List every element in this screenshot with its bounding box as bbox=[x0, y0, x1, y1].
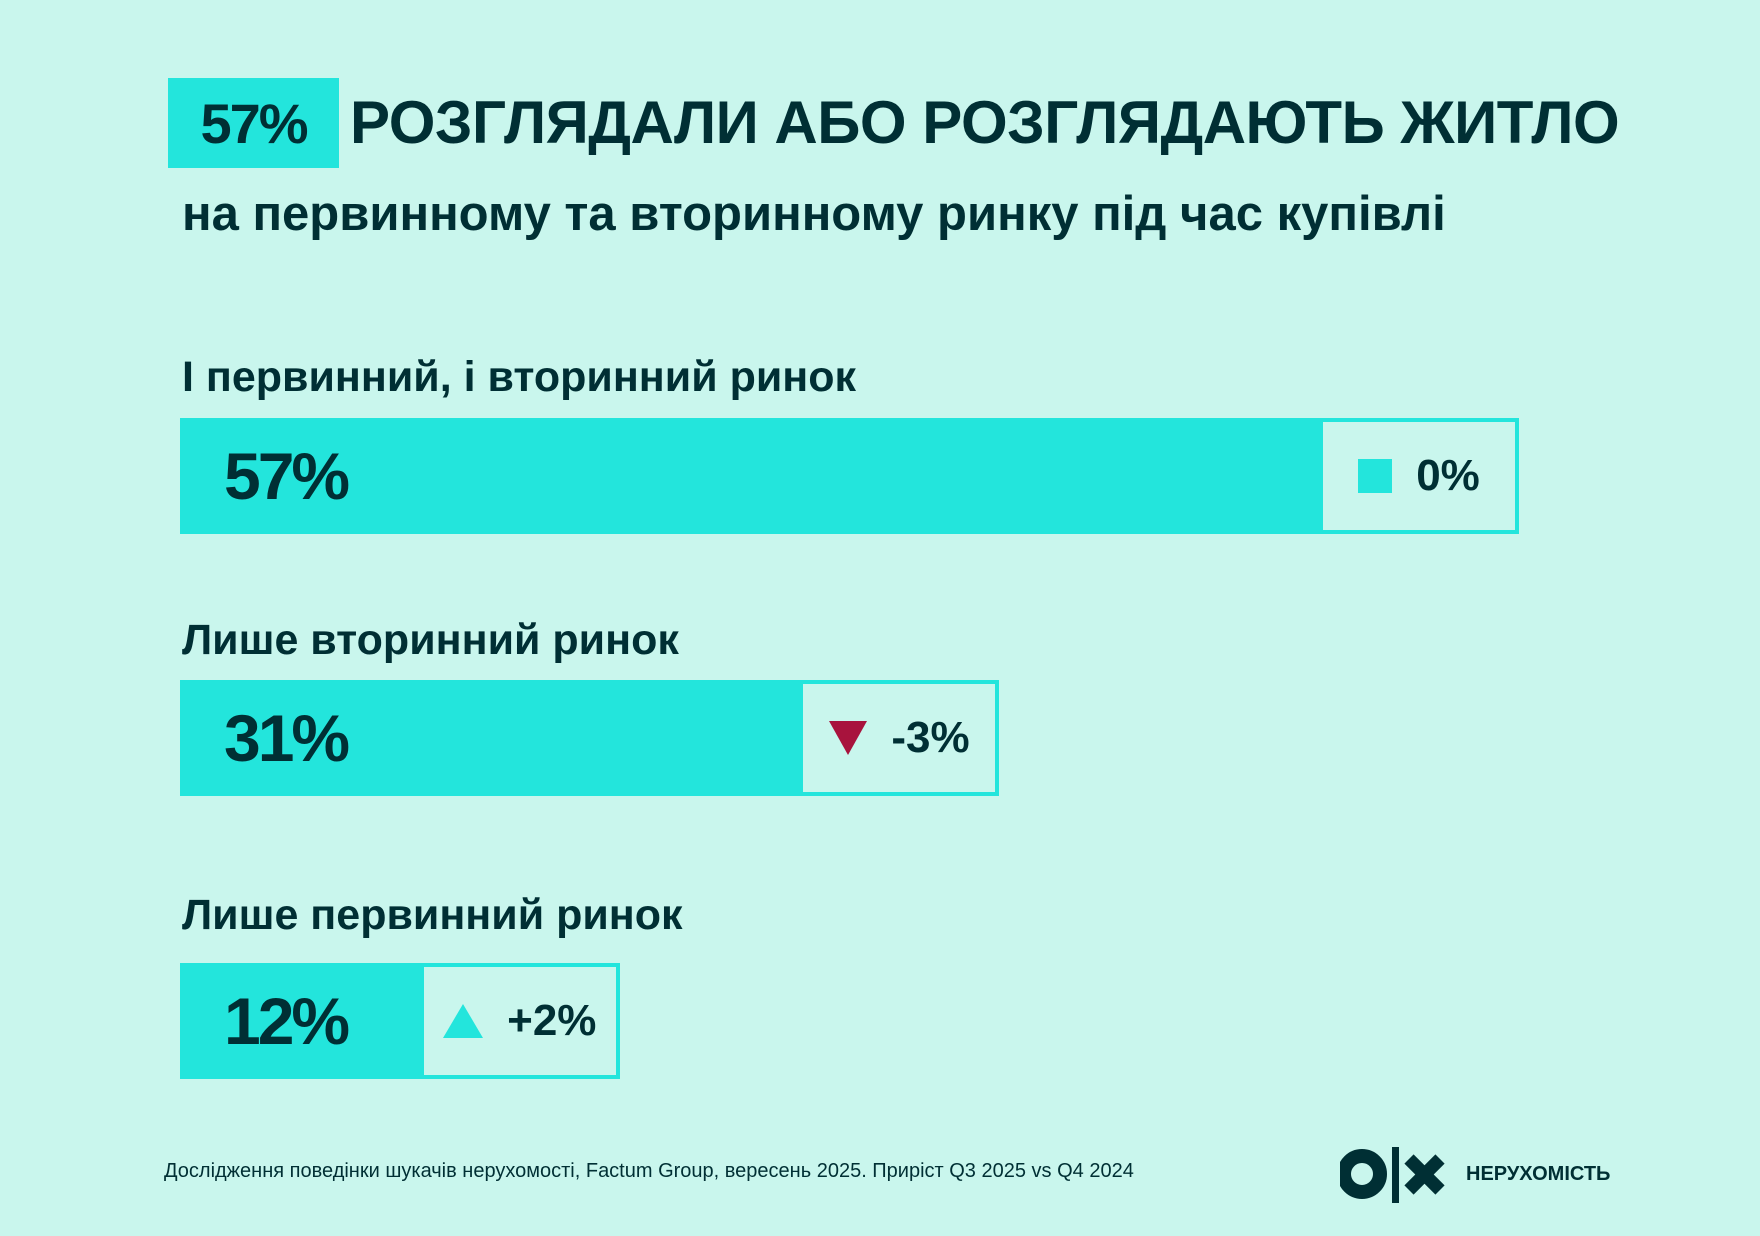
category-label: Лише вторинний ринок bbox=[182, 616, 679, 664]
change-box: -3% bbox=[799, 680, 1000, 796]
source-note: Дослідження поведінки шукачів нерухомост… bbox=[164, 1160, 1134, 1182]
change-box: 0% bbox=[1319, 418, 1519, 534]
category-label: Лише первинний ринок bbox=[182, 891, 683, 939]
square-icon bbox=[1358, 459, 1393, 493]
bar-value-label: 57% bbox=[224, 439, 350, 513]
bar-row: 31% -3% bbox=[180, 680, 1000, 796]
triangle-up-icon bbox=[443, 1004, 484, 1038]
triangle-down-icon bbox=[829, 721, 868, 755]
page-title: РОЗГЛЯДАЛИ АБО РОЗГЛЯДАЮТЬ ЖИТЛО bbox=[350, 89, 1620, 156]
category-label: І первинний, і вторинний ринок bbox=[182, 353, 857, 401]
highlight-percent: 57% bbox=[168, 78, 339, 168]
bar-value-label: 12% bbox=[224, 984, 350, 1058]
change-label: 0% bbox=[1416, 451, 1480, 500]
change-label: -3% bbox=[891, 713, 970, 762]
bar-row: 12% +2% bbox=[180, 963, 620, 1079]
olx-logo: НЕРУХОМІСТЬ bbox=[1340, 1142, 1610, 1206]
brand-name: НЕРУХОМІСТЬ bbox=[1466, 1162, 1611, 1185]
change-box: +2% bbox=[419, 963, 620, 1079]
page-subtitle: на первинному та вторинному ринку під ча… bbox=[182, 187, 1446, 241]
olx-logo-icon bbox=[1340, 1147, 1445, 1203]
bar-value-label: 31% bbox=[224, 701, 350, 775]
bar-row: 57% 0% bbox=[180, 418, 1519, 534]
change-label: +2% bbox=[507, 996, 597, 1045]
bar: 12% bbox=[180, 963, 420, 1079]
bar: 31% bbox=[180, 680, 800, 796]
bar: 57% bbox=[180, 418, 1319, 534]
